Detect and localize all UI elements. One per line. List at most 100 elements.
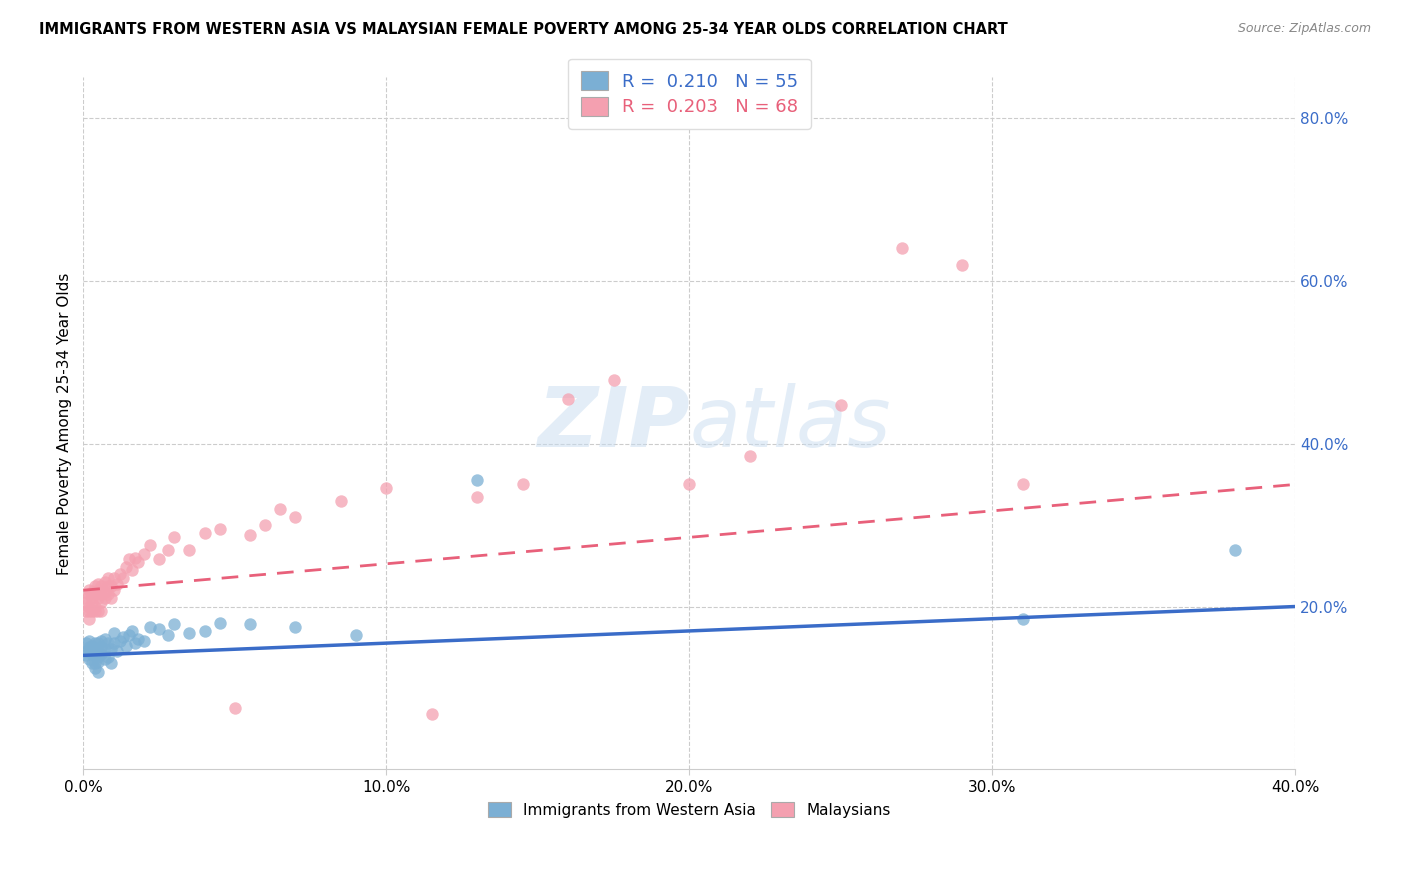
Point [93, 652, 115, 666]
Point [82, 641, 104, 656]
Point [82, 591, 104, 606]
Point [79, 612, 101, 626]
Point [208, 522, 231, 536]
Point [111, 631, 134, 645]
Point [163, 617, 186, 632]
Point [90, 640, 112, 655]
Point [127, 555, 149, 569]
Point [105, 576, 128, 591]
Point [84, 657, 107, 671]
Point [284, 620, 307, 634]
Point [75, 644, 97, 658]
Point [84, 587, 107, 601]
Point [93, 585, 115, 599]
Text: atlas: atlas [689, 383, 891, 464]
Point [100, 641, 122, 656]
Y-axis label: Female Poverty Among 25-34 Year Olds: Female Poverty Among 25-34 Year Olds [58, 272, 72, 574]
Point [84, 660, 107, 674]
Point [82, 647, 104, 661]
Point [75, 595, 97, 609]
Point [103, 583, 125, 598]
Point [96, 579, 118, 593]
Legend: Immigrants from Western Asia, Malaysians: Immigrants from Western Asia, Malaysians [482, 797, 897, 824]
Point [75, 591, 97, 606]
Point [96, 636, 118, 650]
Point [193, 624, 215, 638]
Point [90, 604, 112, 618]
Point [1011, 477, 1033, 491]
Point [90, 647, 112, 661]
Text: IMMIGRANTS FROM WESTERN ASIA VS MALAYSIAN FEMALE POVERTY AMONG 25-34 YEAR OLDS C: IMMIGRANTS FROM WESTERN ASIA VS MALAYSIA… [39, 22, 1008, 37]
Point [512, 477, 534, 491]
Point [87, 655, 110, 669]
Point [269, 501, 291, 516]
Point [100, 657, 122, 671]
Point [465, 490, 488, 504]
Point [118, 552, 141, 566]
Point [224, 701, 246, 715]
Point [87, 665, 110, 679]
Point [79, 583, 101, 598]
Point [132, 547, 155, 561]
Point [124, 636, 146, 650]
Point [93, 632, 115, 646]
Point [950, 258, 973, 272]
Point [84, 579, 107, 593]
Point [79, 640, 101, 655]
Point [87, 650, 110, 665]
Point [100, 591, 122, 606]
Point [239, 528, 262, 542]
Point [465, 474, 488, 488]
Point [87, 641, 110, 656]
Point [103, 625, 125, 640]
Point [420, 706, 443, 721]
Point [87, 583, 110, 598]
Point [344, 628, 367, 642]
Point [82, 585, 104, 599]
Point [90, 633, 112, 648]
Point [127, 632, 149, 646]
Point [148, 552, 170, 566]
Point [75, 604, 97, 618]
Point [82, 639, 104, 653]
Point [90, 579, 112, 593]
Point [678, 477, 700, 491]
Point [93, 575, 115, 590]
Point [103, 571, 125, 585]
Point [93, 591, 115, 606]
Point [179, 542, 201, 557]
Point [96, 587, 118, 601]
Point [82, 657, 104, 671]
Point [87, 636, 110, 650]
Point [132, 633, 155, 648]
Point [193, 526, 215, 541]
Point [602, 373, 624, 387]
Text: Source: ZipAtlas.com: Source: ZipAtlas.com [1237, 22, 1371, 36]
Point [87, 576, 110, 591]
Point [375, 482, 398, 496]
Point [75, 636, 97, 650]
Point [79, 587, 101, 601]
Text: ZIP: ZIP [537, 383, 689, 464]
Point [254, 518, 277, 533]
Point [96, 571, 118, 585]
Point [890, 241, 912, 255]
Point [84, 636, 107, 650]
Point [82, 595, 104, 609]
Point [100, 579, 122, 593]
Point [87, 604, 110, 618]
Point [148, 622, 170, 636]
Point [121, 563, 143, 577]
Point [108, 566, 131, 581]
Point [84, 604, 107, 618]
Point [111, 571, 134, 585]
Point [157, 628, 180, 642]
Point [121, 624, 143, 638]
Point [1223, 542, 1246, 557]
Point [157, 542, 180, 557]
Point [82, 644, 104, 658]
Point [163, 530, 186, 544]
Point [108, 633, 131, 648]
Point [738, 449, 761, 463]
Point [90, 587, 112, 601]
